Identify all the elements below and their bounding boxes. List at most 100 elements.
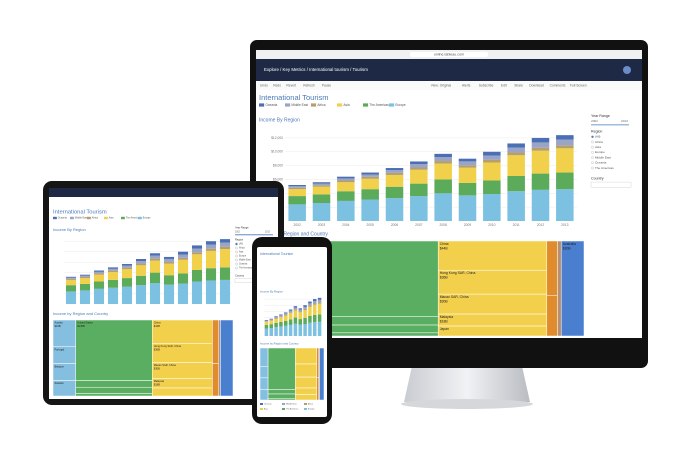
bar-segment	[219, 267, 231, 280]
toolbar	[256, 81, 642, 90]
treemap-tile	[437, 240, 548, 271]
bar-segment	[65, 291, 77, 304]
bar-segment	[483, 155, 501, 160]
legend-label: Oceania	[264, 404, 272, 406]
radio-button	[591, 151, 594, 154]
filter-value: 2002	[591, 119, 598, 123]
legend-swatch	[70, 216, 74, 220]
treemap-tile	[295, 376, 317, 389]
bar-segment	[284, 320, 288, 326]
bar-segment	[293, 317, 298, 324]
tile-value: $36B	[440, 276, 449, 280]
bar-segment	[107, 279, 119, 288]
bar-segment	[163, 263, 175, 276]
toolbar-button[interactable]: Refresh	[303, 83, 315, 87]
treemap-tile	[220, 319, 234, 397]
tile-label: Malaysia	[440, 315, 453, 319]
bar-segment	[531, 142, 550, 148]
filter-option: (All)	[595, 135, 600, 139]
bar-segment	[507, 155, 525, 176]
toolbar-button[interactable]: Pause	[322, 83, 332, 87]
monitor-stand	[404, 366, 530, 402]
avatar	[623, 66, 631, 74]
toolbar-button[interactable]: Undo	[260, 83, 268, 87]
bar-segment	[149, 255, 161, 259]
toolbar-button[interactable]: View: Original	[431, 83, 452, 87]
legend-label: Oceania	[58, 217, 68, 220]
tile-value: $36B	[154, 347, 160, 351]
bar-segment	[458, 167, 477, 183]
bar-segment	[312, 182, 331, 184]
bar-segment	[556, 139, 574, 146]
bar-segment	[288, 312, 293, 314]
tile-value: $19B	[55, 324, 61, 328]
chart-title: Income by Region and Country	[259, 231, 328, 237]
bar-segment	[317, 299, 322, 303]
filter-option: Oceania	[595, 161, 607, 165]
bar-segment	[410, 169, 428, 184]
toolbar-button[interactable]: Subscribe	[479, 83, 494, 87]
filter-title: Country	[235, 274, 245, 278]
toolbar-button[interactable]: Download	[529, 83, 544, 87]
bar-segment	[274, 317, 278, 318]
toolbar-button[interactable]: Share	[514, 83, 523, 87]
bar-segment	[556, 135, 574, 140]
bar-segment	[65, 276, 77, 278]
bar-segment	[317, 314, 322, 322]
toolbar-button[interactable]: Redo	[273, 83, 281, 87]
filter-title: Region	[235, 238, 244, 242]
toolbar-button[interactable]: Edit	[501, 83, 507, 87]
bar-segment	[531, 147, 550, 151]
legend-swatch	[304, 403, 307, 405]
bar-segment	[177, 254, 189, 258]
radio-button	[591, 135, 594, 139]
toolbar-button[interactable]: Revert	[286, 83, 296, 87]
bar-segment	[177, 251, 189, 255]
bar-segment	[410, 196, 428, 221]
y-tick-label: $8,000	[273, 163, 283, 167]
bar-segment	[303, 308, 307, 310]
dropdown	[590, 181, 632, 188]
treemap-tile	[152, 319, 213, 344]
toolbar-button[interactable]: Alerts	[462, 83, 471, 87]
legend-label: Europe	[308, 409, 315, 411]
bar-segment	[121, 286, 133, 304]
bar-segment	[65, 278, 77, 280]
bar-segment	[303, 310, 307, 318]
tile-label: Hong Kong SAR, China	[154, 344, 182, 348]
treemap-tile	[437, 325, 548, 337]
legend-label: The Americas	[369, 103, 389, 107]
bar-segment	[556, 145, 574, 149]
radio-button	[235, 262, 238, 266]
bar-segment	[191, 245, 203, 249]
bar-segment	[317, 303, 322, 315]
treemap-tile	[75, 393, 153, 397]
bar-segment	[313, 301, 317, 304]
radio-button	[591, 140, 594, 144]
radio-button	[591, 156, 594, 159]
bar-segment	[410, 164, 428, 168]
bar-segment	[269, 319, 273, 321]
chart-title: Income By Region	[259, 117, 300, 123]
bar-segment	[312, 185, 331, 187]
legend-label: Africa	[317, 103, 325, 107]
treemap-tile	[560, 240, 585, 337]
toolbar-button[interactable]: Comments	[550, 83, 566, 87]
bar-segment	[205, 280, 217, 304]
bar-segment	[313, 322, 317, 336]
bar-segment	[269, 320, 273, 325]
treemap-tile	[295, 347, 317, 365]
bar-segment	[269, 328, 273, 336]
bar-segment	[288, 189, 306, 197]
bar-segment	[507, 147, 525, 153]
bar-segment	[177, 283, 189, 304]
radio-button	[591, 145, 594, 149]
bar-segment	[531, 150, 550, 174]
toolbar-button[interactable]: Full Screen	[570, 83, 587, 87]
bar-segment	[284, 325, 288, 336]
bar-segment	[337, 191, 355, 201]
radio-button	[235, 266, 238, 270]
chart-title: Income by Region and Country	[53, 311, 108, 316]
bar-segment	[385, 172, 404, 175]
tile-label: Malaysia	[154, 379, 165, 383]
